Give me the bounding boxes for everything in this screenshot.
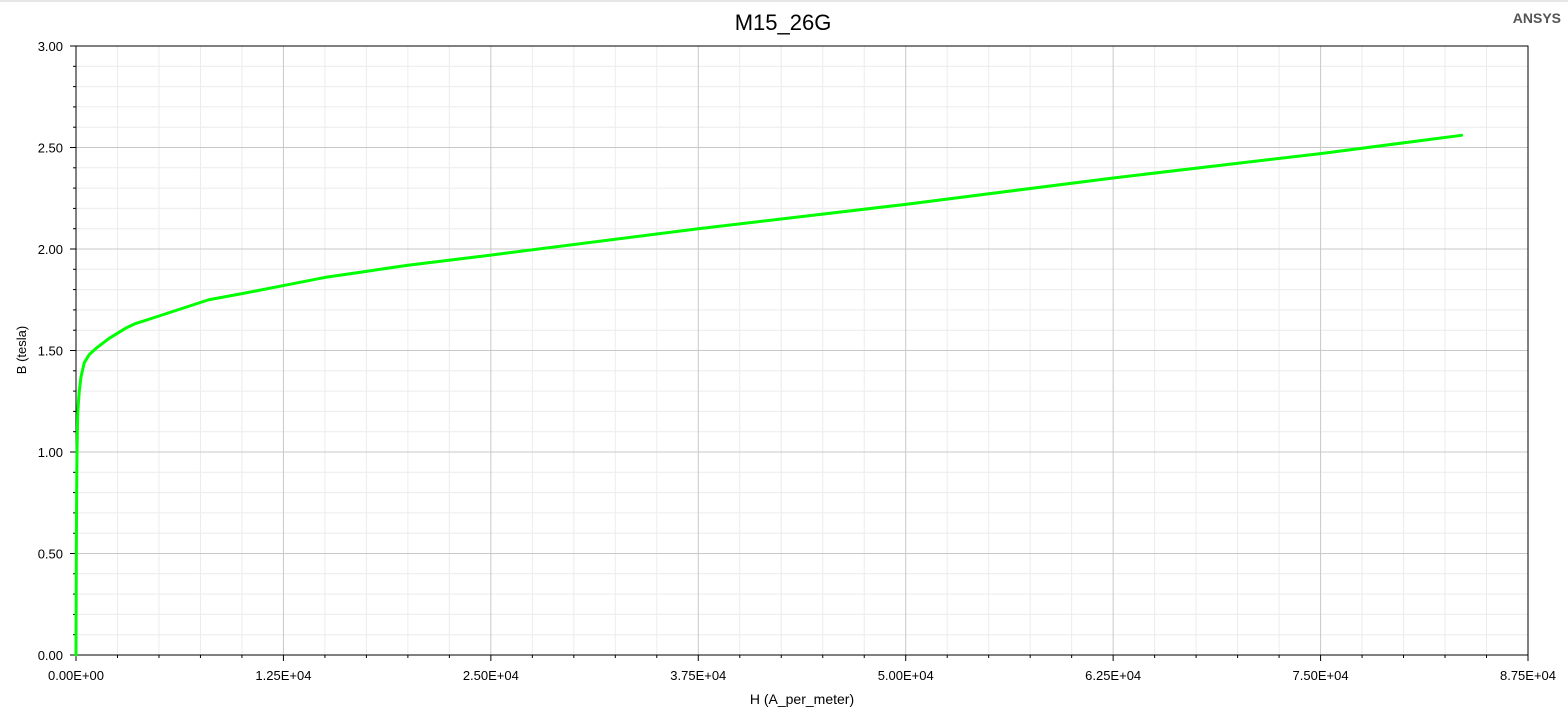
x-tick-label: 7.50E+04 <box>1293 668 1349 683</box>
y-tick-label: 1.50 <box>38 344 63 359</box>
y-tick-label: 0.00 <box>38 648 63 663</box>
x-tick-label: 2.50E+04 <box>463 668 519 683</box>
y-tick-label: 2.00 <box>38 242 63 257</box>
x-tick-label: 3.75E+04 <box>670 668 726 683</box>
series-layer <box>74 133 1464 657</box>
y-axis-label: B (tesla) <box>14 326 29 374</box>
top-rule <box>0 0 1568 2</box>
y-tick-label: 1.00 <box>38 445 63 460</box>
x-tick-label: 5.00E+04 <box>878 668 934 683</box>
x-tick-label: 1.25E+04 <box>255 668 311 683</box>
chart-title: M15_26G <box>735 10 832 35</box>
x-axis-label: H (A_per_meter) <box>750 691 854 707</box>
major-grid <box>76 46 1528 655</box>
y-tick-label: 0.50 <box>38 547 63 562</box>
x-tick-label: 8.75E+04 <box>1500 668 1556 683</box>
y-tick-label: 3.00 <box>38 39 63 54</box>
bh-curve-line <box>74 133 1464 657</box>
tick-marks <box>70 45 1529 661</box>
ansys-brand-label: ANSYS <box>1513 10 1561 26</box>
x-tick-label: 0.00E+00 <box>48 668 104 683</box>
x-tick-label: 6.25E+04 <box>1085 668 1141 683</box>
x-tick-labels: 0.00E+00 1.25E+04 2.50E+04 3.75E+04 5.00E+04… <box>48 668 1556 683</box>
y-tick-label: 2.50 <box>38 141 63 156</box>
y-tick-labels: 0.00 0.50 1.00 1.50 2.00 2.50 3.00 <box>38 39 63 663</box>
